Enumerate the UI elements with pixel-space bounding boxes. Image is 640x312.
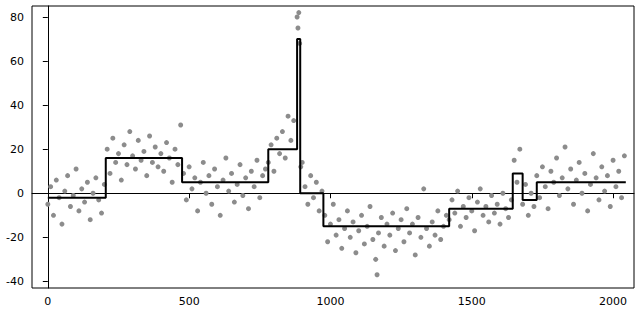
svg-text:2000: 2000 <box>599 295 627 308</box>
svg-text:60: 60 <box>10 55 24 68</box>
svg-text:1000: 1000 <box>316 295 344 308</box>
svg-text:0: 0 <box>17 187 24 200</box>
svg-text:500: 500 <box>179 295 200 308</box>
svg-text:40: 40 <box>10 99 24 112</box>
svg-text:20: 20 <box>10 143 24 156</box>
svg-text:0: 0 <box>44 295 51 308</box>
svg-text:-20: -20 <box>6 231 24 244</box>
svg-text:1500: 1500 <box>458 295 486 308</box>
svg-text:80: 80 <box>10 11 24 24</box>
svg-text:-40: -40 <box>6 275 24 288</box>
